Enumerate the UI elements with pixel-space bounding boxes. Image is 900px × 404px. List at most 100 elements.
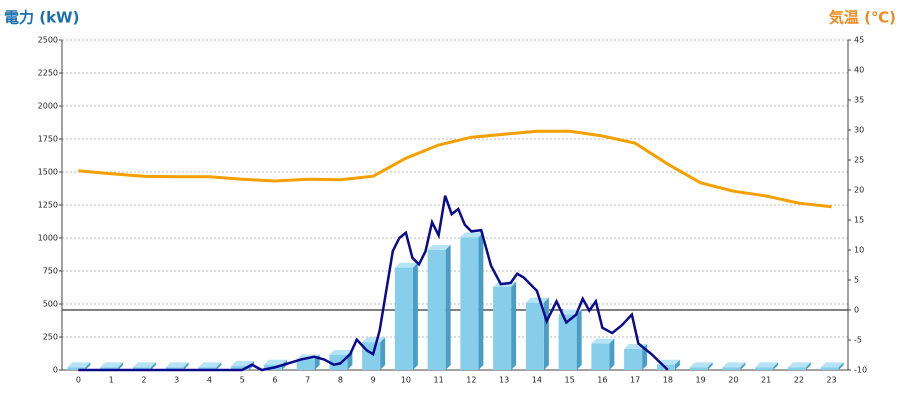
x-tick-label: 11: [434, 376, 444, 385]
x-tick-label: 0: [76, 376, 81, 385]
bar-side: [838, 362, 844, 370]
bar: [132, 367, 151, 370]
bar: [427, 249, 446, 370]
bar-top: [263, 359, 287, 365]
x-tick-label: 8: [338, 376, 343, 385]
bar-top: [231, 361, 255, 367]
bar: [362, 342, 381, 370]
bar-top: [460, 232, 484, 238]
bar-side: [707, 362, 713, 370]
x-tick-label: 17: [630, 376, 640, 385]
bar: [755, 367, 774, 370]
x-tick-label: 22: [794, 376, 804, 385]
bar-side: [380, 337, 386, 370]
x-tick-label: 21: [761, 376, 771, 385]
bar-top: [165, 362, 189, 368]
bar: [525, 302, 544, 370]
bar-top: [132, 362, 156, 368]
x-tick-label: 5: [240, 376, 245, 385]
y-tick-label: 1000: [38, 234, 58, 243]
x-tick-label: 7: [305, 376, 310, 385]
bar-top: [67, 362, 91, 368]
x-tick-label: 16: [597, 376, 607, 385]
y-tick-label: 750: [43, 267, 58, 276]
bar-top: [525, 297, 549, 303]
bar-side: [118, 362, 124, 370]
x-tick-label: 14: [532, 376, 542, 385]
bar-side: [674, 359, 680, 370]
y-tick-label: 2000: [38, 102, 58, 111]
bar-side: [216, 362, 222, 370]
x-tick-label: 9: [371, 376, 376, 385]
y2-tick-label: 10: [854, 246, 864, 255]
y-tick-label: 1500: [38, 168, 58, 177]
y2-tick-label: 35: [854, 96, 864, 105]
bar-top: [198, 362, 222, 368]
y-tick-label: 500: [43, 300, 58, 309]
bar: [787, 367, 806, 370]
bar: [165, 367, 184, 370]
bar-top: [329, 349, 353, 355]
bar-side: [576, 309, 582, 370]
bar-top: [722, 362, 746, 368]
y-tick-label: 2250: [38, 69, 58, 78]
bar-side: [609, 338, 615, 370]
y2-tick-label: 40: [854, 66, 864, 75]
bar: [591, 343, 610, 370]
y2-tick-label: 45: [854, 36, 864, 45]
bar: [296, 359, 315, 370]
x-tick-label: 1: [109, 376, 114, 385]
bar-side: [85, 362, 91, 370]
y2-tick-label: 5: [854, 276, 859, 285]
bar: [689, 367, 708, 370]
bar: [100, 367, 119, 370]
x-tick-label: 15: [565, 376, 575, 385]
bar: [231, 366, 250, 370]
bar: [820, 367, 839, 370]
bar-top: [689, 362, 713, 368]
bar-side: [183, 362, 189, 370]
power-line: [78, 195, 669, 372]
bar-side: [412, 262, 418, 370]
y2-tick-label: -10: [854, 366, 867, 375]
left-axis-title: 電力 (kW): [4, 9, 79, 27]
bar-top: [591, 338, 615, 344]
x-tick-label: 19: [696, 376, 706, 385]
y-tick-label: 0: [53, 366, 58, 375]
bar-top: [362, 337, 386, 343]
x-tick-label: 6: [272, 376, 277, 385]
bar: [394, 267, 413, 370]
bar: [460, 237, 479, 370]
x-tick-label: 2: [141, 376, 146, 385]
bar-side: [478, 232, 484, 370]
x-tick-label: 12: [466, 376, 476, 385]
x-tick-label: 18: [663, 376, 673, 385]
bar-side: [445, 244, 451, 370]
bar: [722, 367, 741, 370]
bar-top: [755, 362, 779, 368]
bar-top: [100, 362, 124, 368]
bar-side: [805, 362, 811, 370]
y-tick-label: 1750: [38, 135, 58, 144]
bar-side: [740, 362, 746, 370]
bar: [329, 354, 348, 370]
y-tick-label: 2500: [38, 36, 58, 45]
bar: [558, 314, 577, 370]
bar-top: [394, 262, 418, 268]
bar-top: [820, 362, 844, 368]
y2-tick-label: 30: [854, 126, 864, 135]
y2-tick-label: 25: [854, 156, 864, 165]
bar-top: [427, 244, 451, 250]
y-tick-label: 250: [43, 333, 58, 342]
temperature-line: [78, 129, 832, 209]
y-tick-label: 1250: [38, 201, 58, 210]
y2-tick-label: 20: [854, 186, 864, 195]
y2-tick-label: 15: [854, 216, 864, 225]
bar: [624, 348, 643, 370]
bar-side: [543, 297, 549, 370]
y2-tick-label: 0: [854, 306, 859, 315]
bar-side: [150, 362, 156, 370]
y2-tick-label: -5: [854, 336, 862, 345]
x-tick-label: 23: [827, 376, 837, 385]
